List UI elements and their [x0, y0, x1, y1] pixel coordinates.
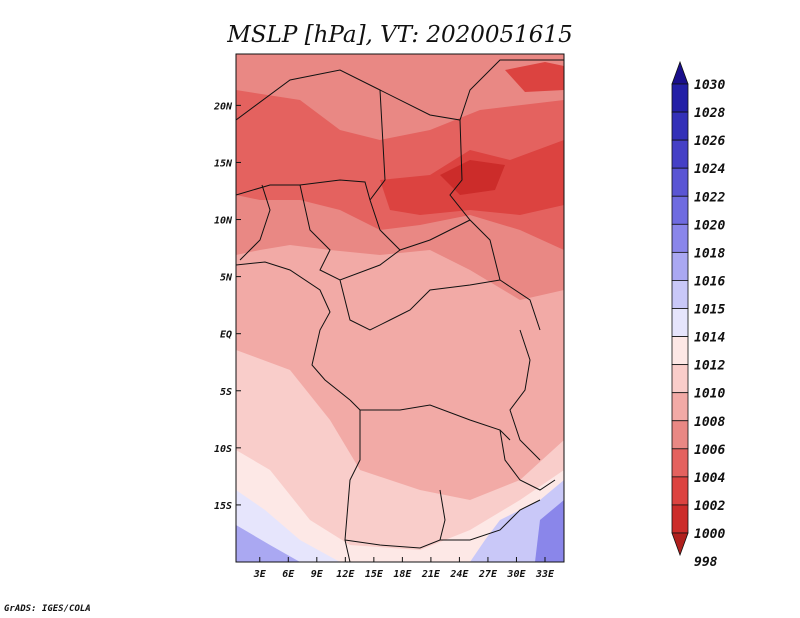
x-tick-label: 6E	[282, 569, 295, 580]
colorbar-swatch	[671, 280, 689, 309]
country-borders	[236, 59, 564, 562]
colorbar-label: 1006	[694, 443, 725, 458]
x-tick-label: 9E	[311, 569, 324, 580]
colorbar-swatch	[671, 139, 689, 169]
y-tick-label: 15S	[214, 501, 232, 512]
colorbar-label: 1002	[694, 499, 725, 514]
colorbar-swatch	[671, 167, 689, 197]
chart-title: MSLP [hPa], VT: 2020051615	[226, 22, 572, 48]
axis-ticks: 3E 6E 9E 12E 15E 18E 21E 24E 27E 30E 33E 20N 15N 10N 5…	[213, 101, 555, 580]
x-tick-label: 15E	[365, 569, 384, 580]
colorbar-label: 1015	[694, 303, 725, 318]
grads-credit: GrADS: IGES/COLA	[4, 604, 91, 614]
colorbar-label: 1028	[694, 106, 725, 121]
colorbar-label: 1026	[694, 134, 725, 149]
colorbar-swatch	[671, 308, 689, 337]
x-tick-label: 3E	[253, 569, 267, 580]
x-tick-label: 18E	[393, 569, 412, 580]
y-tick-label: EQ	[220, 330, 232, 341]
colorbar-label: 1022	[694, 190, 725, 205]
colorbar-label: 998	[694, 555, 718, 570]
colorbar-swatch	[671, 448, 689, 478]
colorbar-label: 1030	[694, 78, 725, 93]
y-tick-label: 10S	[214, 444, 232, 455]
colorbar-swatch	[671, 364, 689, 394]
x-tick-label: 21E	[421, 569, 441, 580]
colorbar-label: 1000	[694, 527, 725, 542]
colorbar-swatch	[671, 251, 689, 281]
x-tick-label: 24E	[449, 569, 469, 580]
colorbar-label: 1020	[694, 218, 725, 233]
colorbar-label: 1010	[694, 387, 725, 402]
colorbar-label: 1004	[694, 471, 725, 486]
colorbar-swatch	[671, 532, 689, 557]
x-tick-label: 12E	[336, 569, 355, 580]
y-tick-label: 20N	[213, 101, 233, 112]
colorbar-swatch	[671, 83, 689, 113]
colorbar-swatch	[671, 111, 689, 141]
colorbar-label: 1008	[694, 415, 725, 430]
colorbar-swatch	[671, 420, 689, 450]
colorbar-swatch	[671, 195, 689, 225]
colorbar-swatch	[671, 504, 689, 534]
y-tick-label: 15N	[214, 158, 233, 169]
y-tick-label: 5N	[220, 273, 233, 284]
colorbar-swatch	[671, 60, 689, 85]
x-tick-label: 27E	[478, 569, 498, 580]
x-tick-label: 30E	[506, 569, 526, 580]
colorbar-label: 1018	[694, 246, 725, 261]
colorbar-label: 1012	[694, 359, 725, 374]
colorbar-swatch	[671, 476, 689, 506]
colorbar: 1030 1028 1026 1024 1022 1020 1018 1016 1015 1014…	[671, 60, 725, 570]
plot-frame	[235, 53, 565, 563]
colorbar-label: 1024	[694, 162, 725, 177]
y-tick-label: 10N	[214, 216, 233, 227]
colorbar-swatch	[671, 392, 689, 422]
x-tick-label: 33E	[535, 569, 555, 580]
pressure-field	[236, 54, 564, 562]
colorbar-swatch	[671, 223, 689, 253]
colorbar-label: 1016	[694, 274, 725, 289]
colorbar-swatch	[671, 336, 689, 366]
y-tick-label: 5S	[220, 387, 232, 398]
colorbar-label: 1014	[694, 331, 725, 346]
